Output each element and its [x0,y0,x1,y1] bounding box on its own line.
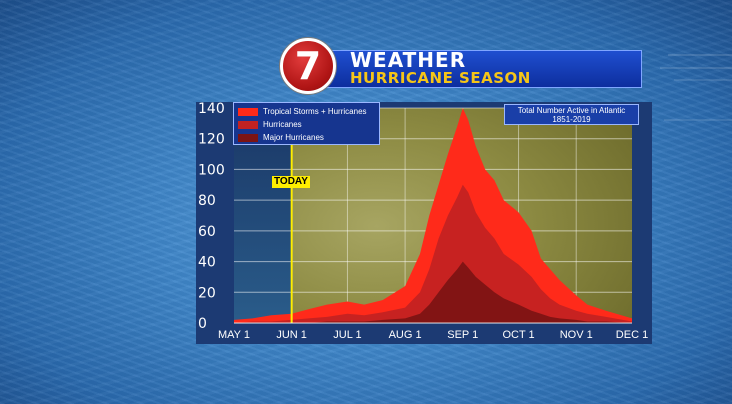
y-tick-label: 60 [198,224,216,240]
banner-subtitle: HURRICANE SEASON [350,69,531,87]
chart-legend: Tropical Storms + Hurricanes Hurricanes … [233,102,380,145]
today-label: TODAY [272,176,310,188]
legend-label-tropical: Tropical Storms + Hurricanes [263,107,367,116]
y-tick-label: 140 [198,102,225,117]
legend-swatch-tropical [238,107,258,116]
legend-item-major: Major Hurricanes [238,131,375,144]
series-major-hurricanes [234,261,632,323]
banner-title: WEATHER [350,48,467,72]
annotation-box: Total Number Active in Atlantic 1851-201… [504,104,639,125]
x-tick-label: MAY 1 [218,329,250,341]
x-tick-label: NOV 1 [560,329,593,341]
annotation-line-1: Total Number Active in Atlantic [517,106,626,115]
legend-item-tropical: Tropical Storms + Hurricanes [238,105,375,118]
x-tick-label: DEC 1 [616,329,648,341]
decorative-lines [660,54,732,121]
x-tick-label: SEP 1 [447,329,478,341]
legend-swatch-hurricanes [238,120,258,129]
weather-banner: WEATHER HURRICANE SEASON 7 [280,38,642,94]
legend-label-hurricanes: Hurricanes [263,120,302,129]
annotation-line-2: 1851-2019 [552,115,591,124]
legend-item-hurricanes: Hurricanes [238,118,375,131]
y-tick-label: 0 [198,316,207,332]
legend-label-major: Major Hurricanes [263,133,324,142]
x-tick-label: AUG 1 [389,329,422,341]
y-tick-label: 20 [198,285,216,301]
y-tick-label: 80 [198,193,216,209]
x-tick-label: JUN 1 [276,329,307,341]
x-tick-label: OCT 1 [502,329,534,341]
y-tick-label: 40 [198,255,216,271]
logo-number: 7 [294,44,322,88]
legend-swatch-major [238,133,258,142]
series-tropical-storms [234,108,632,323]
y-tick-label: 120 [198,132,225,148]
channel-7-logo: 7 [280,38,336,94]
y-tick-label: 100 [198,162,225,178]
series-hurricanes [234,184,632,323]
x-tick-label: JUL 1 [333,329,361,341]
